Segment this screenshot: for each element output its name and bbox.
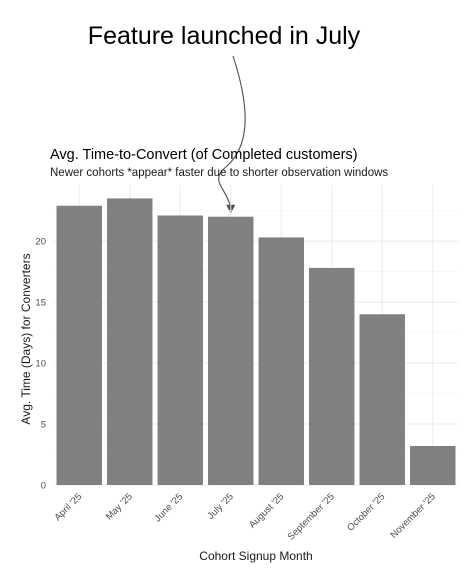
plot-panel: 0 5 10 15 20 April '25 May '25 June '25 July '2… bbox=[35, 185, 458, 543]
bar bbox=[208, 216, 254, 485]
annotation-text: Feature launched in July bbox=[88, 22, 361, 50]
chart-title: Avg. Time-to-Convert (of Completed custo… bbox=[50, 147, 358, 163]
x-tick-label: April '25 bbox=[53, 491, 85, 523]
y-tick-label: 20 bbox=[35, 237, 46, 248]
x-tick-label: July '25 bbox=[206, 491, 236, 521]
bar bbox=[56, 205, 102, 486]
y-tick-label: 10 bbox=[35, 359, 46, 370]
bars bbox=[56, 198, 456, 486]
chart-subtitle: Newer cohorts *appear* faster due to sho… bbox=[50, 167, 388, 179]
y-axis-ticks: 0 5 10 15 20 bbox=[35, 237, 46, 492]
bar bbox=[359, 314, 405, 485]
annotation-arrow-line bbox=[218, 55, 246, 207]
y-tick-label: 15 bbox=[35, 298, 46, 309]
bar bbox=[410, 445, 456, 485]
x-tick-label: May '25 bbox=[104, 491, 135, 522]
bar bbox=[258, 237, 304, 485]
y-tick-label: 0 bbox=[41, 481, 46, 492]
x-tick-label: June '25 bbox=[152, 491, 185, 524]
x-tick-label: August '25 bbox=[247, 491, 286, 530]
y-tick-label: 5 bbox=[41, 420, 46, 431]
bar bbox=[309, 267, 355, 485]
x-tick-label: September '25 bbox=[286, 491, 337, 542]
bar bbox=[157, 215, 203, 486]
annotation-arrow bbox=[218, 55, 246, 214]
x-tick-label: November '25 bbox=[388, 491, 437, 540]
bar bbox=[107, 198, 153, 486]
x-axis-ticks: April '25 May '25 June '25 July '25 August '… bbox=[53, 491, 438, 542]
x-axis-title: Cohort Signup Month bbox=[199, 549, 312, 563]
y-axis-title: Avg. Time (Days) for Converters bbox=[19, 253, 33, 424]
x-tick-label: October '25 bbox=[345, 491, 387, 533]
